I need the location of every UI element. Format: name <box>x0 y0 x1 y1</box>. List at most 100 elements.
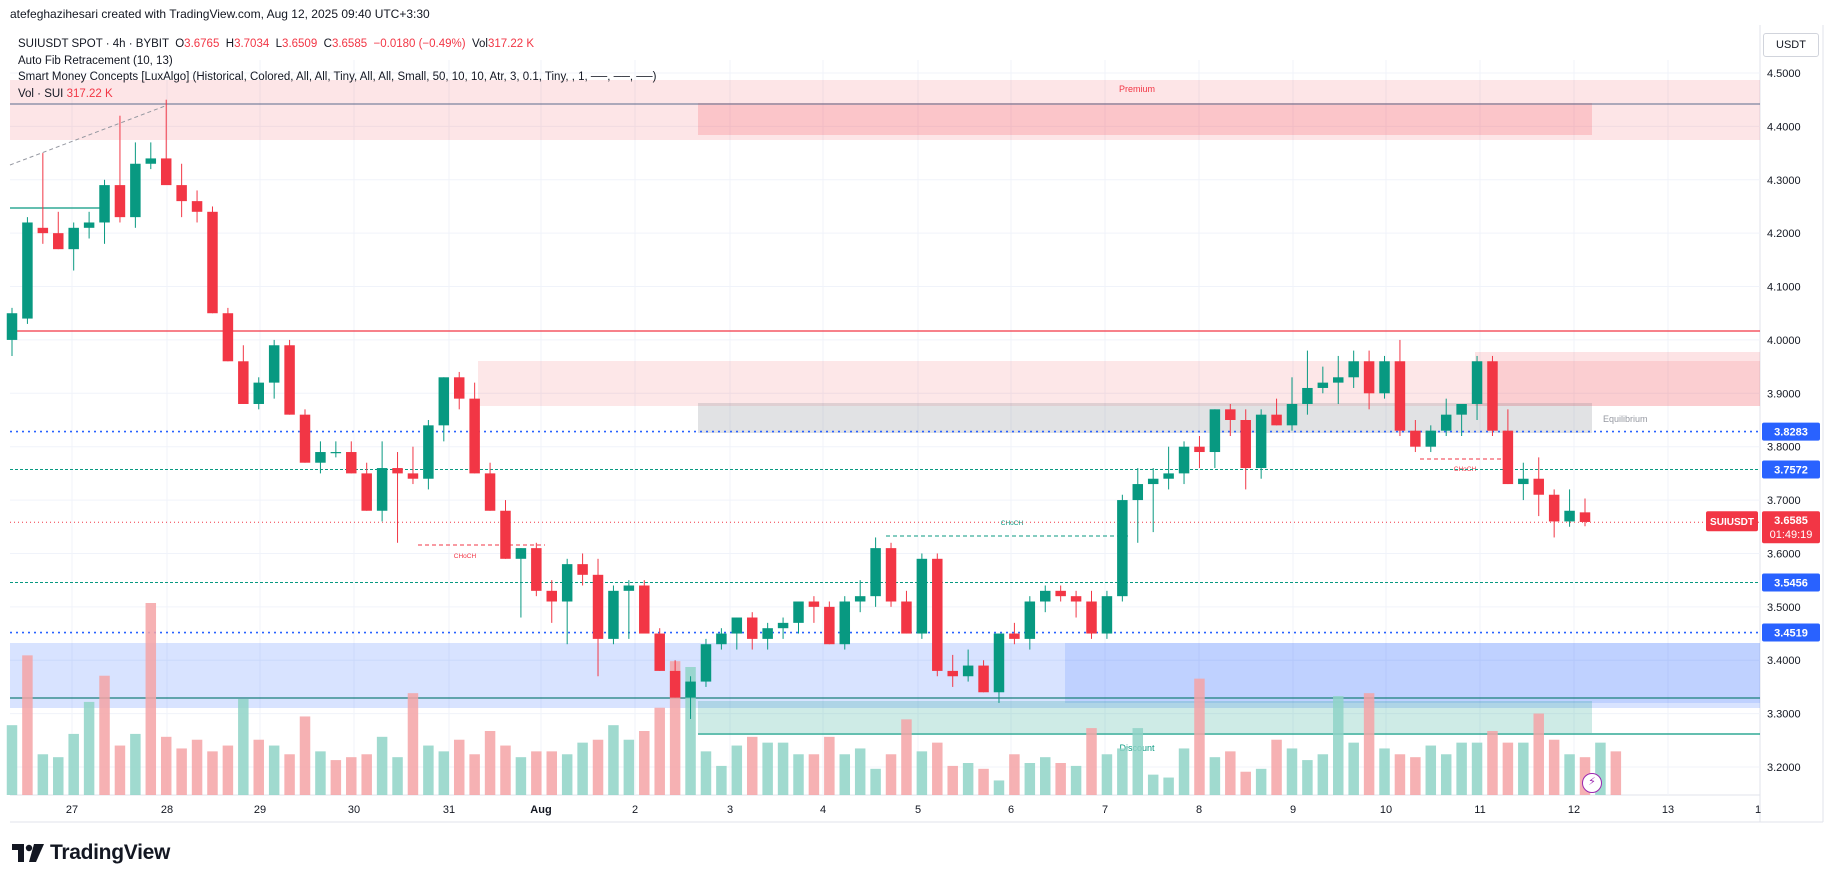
candle-body <box>793 601 804 623</box>
candle-body <box>1518 478 1529 485</box>
candle-body <box>932 558 943 671</box>
volume-bar <box>1440 754 1452 795</box>
price-label-box <box>1762 623 1820 642</box>
candle-body <box>1302 387 1313 404</box>
x-tick-label: 7 <box>1102 804 1108 816</box>
volume-bar <box>145 603 157 795</box>
volume-bar <box>608 725 619 795</box>
volume-bar <box>1040 757 1051 795</box>
volume-bar <box>423 745 434 795</box>
candle-body <box>1410 430 1421 447</box>
volume-bar <box>376 736 388 795</box>
flash-icon[interactable]: ⚡ <box>1582 773 1602 793</box>
candle-body <box>901 601 912 634</box>
candle-body <box>145 158 157 164</box>
candle-body <box>746 617 758 639</box>
volume-bar <box>824 736 835 795</box>
x-tick-label: 5 <box>915 804 921 816</box>
volume-bar <box>1086 728 1097 795</box>
volume-bar <box>901 719 912 795</box>
candle-body <box>268 345 280 383</box>
candle-body <box>716 633 727 645</box>
candle-body <box>438 377 450 426</box>
volume-bar <box>1610 751 1622 795</box>
volume-bar <box>731 745 743 795</box>
volume-bar <box>546 751 557 795</box>
y-tick-label: 3.9000 <box>1767 388 1801 400</box>
price-label-text: 3.5456 <box>1774 578 1808 590</box>
symbol-label[interactable]: SUIUSDT SPOT · 4h · BYBIT <box>18 38 169 50</box>
candle-body <box>962 665 974 677</box>
volume-bar <box>1209 757 1221 795</box>
candle-body <box>1533 478 1544 495</box>
low-value: 3.6509 <box>282 38 318 50</box>
volume-bar <box>1471 742 1483 795</box>
x-tick-label: 29 <box>254 804 266 816</box>
volume-bar <box>191 739 203 795</box>
volume-bar <box>453 739 465 795</box>
candle-body <box>885 548 897 602</box>
candle-body <box>1348 361 1359 378</box>
candle-body <box>469 398 480 474</box>
volume-bar <box>962 763 974 795</box>
volume-bar <box>808 754 820 795</box>
candle-body <box>978 665 989 693</box>
candle-body <box>1317 382 1329 388</box>
volume-bar <box>6 725 18 795</box>
volume-indicator-label: Vol · SUI <box>18 87 64 100</box>
candle-body <box>577 564 588 575</box>
price-label-text: 3.4519 <box>1774 628 1808 640</box>
volume-bar <box>1163 777 1174 795</box>
candle-body <box>1579 512 1591 522</box>
y-tick-label: 3.3000 <box>1767 709 1801 721</box>
volume-bar <box>1348 742 1359 795</box>
volume-bar <box>330 760 342 795</box>
price-axis[interactable]: 4.5000 4.4000 4.3000 4.2000 4.1000 4.0000 3.90… <box>1767 68 1801 774</box>
open-label: O <box>175 38 185 50</box>
candle-body <box>916 558 928 634</box>
candle-body <box>947 670 958 677</box>
candle-body <box>176 185 187 202</box>
time-axis[interactable]: 27 28 29 30 31 Aug 2 3 4 5 6 7 8 9 10 11 12 13 1 <box>66 804 1761 816</box>
candle-body <box>1086 601 1097 634</box>
candle-body <box>1070 596 1082 602</box>
candle-body <box>515 548 527 559</box>
volume-bar <box>1548 739 1560 795</box>
x-tick-label: 31 <box>443 804 455 816</box>
candle-body <box>1502 430 1514 485</box>
candle-body <box>592 574 604 639</box>
bearish-order-block <box>478 361 1760 406</box>
candle-body <box>222 313 234 362</box>
candle-body <box>777 622 789 629</box>
volume-bar <box>716 765 727 795</box>
candle-body <box>1117 500 1128 597</box>
indicator-volume-row[interactable]: Vol · SUI 317.22 K <box>18 86 656 103</box>
candle-body <box>6 313 18 340</box>
x-tick-label: 10 <box>1380 804 1392 816</box>
y-tick-label: 3.8000 <box>1767 442 1801 454</box>
current-symbol-box <box>1706 511 1758 532</box>
candle-body <box>762 628 773 639</box>
candle-body <box>346 452 357 474</box>
candle-body <box>1255 414 1267 469</box>
candle-body <box>330 452 342 454</box>
currency-selector[interactable]: USDT <box>1763 33 1819 57</box>
volume-bar <box>268 745 280 795</box>
y-tick-label: 3.6000 <box>1767 548 1801 560</box>
current-price-text: 3.6585 <box>1774 515 1808 527</box>
x-tick-label: 4 <box>820 804 826 816</box>
change-value: −0.0180 (−0.49%) <box>373 38 466 50</box>
discount-zone <box>698 701 1592 733</box>
volume-bar <box>37 754 49 795</box>
volume-bar <box>885 754 897 795</box>
candle-body <box>53 233 64 250</box>
y-tick-label: 3.4000 <box>1767 655 1801 667</box>
candle-body <box>1132 484 1144 501</box>
candle-body <box>207 211 218 314</box>
candle-body <box>253 382 264 404</box>
candle-body <box>83 222 95 228</box>
candle-body <box>114 185 126 218</box>
indicator-fib-row[interactable]: Auto Fib Retracement (10, 13) <box>18 54 173 67</box>
indicator-smc-row[interactable]: Smart Money Concepts [LuxAlgo] (Historic… <box>18 71 657 83</box>
